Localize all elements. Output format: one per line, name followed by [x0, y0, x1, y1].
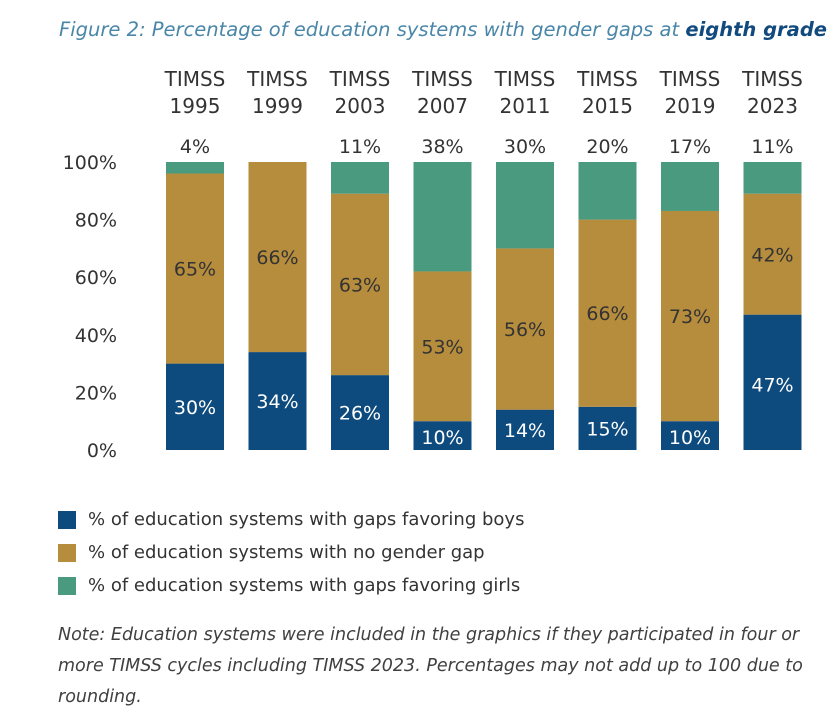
bar-segment-no-gap: [743, 193, 802, 315]
bar-segment-boys: [496, 409, 554, 450]
x-category-label-line1: TIMSS: [164, 67, 226, 91]
bar-value-label-boys: 14%: [504, 420, 546, 442]
x-category-label-line1: TIMSS: [576, 67, 638, 91]
bar-segment-girls: [661, 162, 719, 211]
bar-segment-boys: [578, 406, 637, 450]
x-category-label-line2: 2007: [417, 94, 468, 118]
bar-value-label-no-gap: 56%: [504, 319, 546, 341]
bar-segment-no-gap: [578, 219, 637, 407]
bar-top-label-girls: 11%: [751, 136, 793, 158]
bar-segment-girls: [413, 162, 472, 272]
bar-segment-boys: [661, 421, 719, 450]
x-category-label-line2: 1999: [252, 94, 303, 118]
x-category-label-line1: TIMSS: [246, 67, 308, 91]
bar-segment-boys: [166, 363, 224, 450]
legend-label-boys: % of education systems with gaps favorin…: [88, 509, 525, 530]
bar-top-label-girls: 30%: [504, 136, 546, 158]
bar-value-label-boys: 15%: [586, 418, 628, 440]
bar-value-label-boys: 30%: [174, 397, 216, 419]
bar-value-label-no-gap: 63%: [339, 274, 381, 296]
y-tick-label: 0%: [87, 440, 117, 462]
chart-note: Note: Education systems were included in…: [58, 625, 803, 707]
x-category-label-line1: TIMSS: [411, 67, 473, 91]
bar-segment-boys: [413, 421, 472, 450]
bar-top-label-girls: 38%: [421, 136, 463, 158]
bar-value-label-no-gap: 42%: [751, 245, 793, 267]
bar-value-label-no-gap: 66%: [586, 303, 628, 325]
bar-top-label-girls: 20%: [586, 136, 628, 158]
x-category-label-line2: 2019: [665, 94, 716, 118]
x-category-label-line1: TIMSS: [494, 67, 556, 91]
stacked-bar-chart: 0% 20% 40% 60% 80% 100% TIMSS 1995 30% 65% 4% TIMSS…: [63, 67, 803, 462]
bar-segment-no-gap: [166, 173, 224, 364]
y-tick-label: 80%: [75, 210, 117, 232]
bar-value-label-boys: 10%: [421, 427, 463, 449]
bar-value-label-boys: 10%: [669, 427, 711, 449]
y-tick-label: 60%: [75, 267, 117, 289]
legend-swatch-no-gap: [58, 543, 76, 562]
bar-top-label-girls: 17%: [669, 136, 711, 158]
chart-title-text: Figure 2: Percentage of education system…: [59, 18, 686, 41]
legend-item-no-gap: % of education systems with no gender ga…: [58, 536, 524, 569]
bar-segment-no-gap: [413, 271, 472, 422]
chart-legend: % of education systems with gaps favorin…: [58, 503, 524, 602]
bar-segment-boys: [248, 352, 307, 450]
chart-title-emphasis: eighth grade: [685, 18, 828, 41]
x-category-label-line2: 2015: [582, 94, 633, 118]
y-tick-label: 40%: [75, 325, 117, 347]
bar-value-label-no-gap: 65%: [174, 259, 216, 281]
x-category-label-line1: TIMSS: [659, 67, 721, 91]
legend-item-boys: % of education systems with gaps favorin…: [58, 503, 524, 536]
bar-segment-no-gap: [331, 193, 389, 376]
x-category-label-line1: TIMSS: [741, 67, 803, 91]
x-category-label-line2: 1995: [170, 94, 221, 118]
x-category-label-line1: TIMSS: [329, 67, 391, 91]
legend-item-girls: % of education systems with gaps favorin…: [58, 569, 524, 602]
chart-title: Figure 2: Percentage of education system…: [59, 18, 827, 41]
legend-swatch-boys: [58, 510, 76, 529]
bar-segment-girls: [578, 162, 637, 220]
bar-value-label-no-gap: 66%: [256, 247, 298, 269]
legend-swatch-girls: [58, 576, 76, 595]
bar-value-label-no-gap: 73%: [669, 306, 711, 328]
bar-segment-girls: [166, 162, 224, 174]
bar-segment-no-gap: [496, 248, 554, 410]
x-category-label-line2: 2023: [747, 94, 798, 118]
legend-label-girls: % of education systems with gaps favorin…: [88, 575, 521, 596]
bar-value-label-boys: 47%: [751, 375, 793, 397]
y-tick-label: 100%: [63, 152, 117, 174]
y-tick-label: 20%: [75, 382, 117, 404]
x-category-label-line2: 2011: [500, 94, 551, 118]
bar-segment-girls: [331, 162, 389, 194]
bar-segment-boys: [743, 314, 802, 450]
legend-label-no-gap: % of education systems with no gender ga…: [88, 542, 485, 563]
bar-value-label-boys: 34%: [256, 391, 298, 413]
bar-top-label-girls: 11%: [339, 136, 381, 158]
bar-value-label-no-gap: 53%: [421, 336, 463, 358]
bar-top-label-girls: 4%: [180, 136, 210, 158]
x-category-label-line2: 2003: [335, 94, 386, 118]
bar-segment-no-gap: [661, 210, 719, 422]
bar-segment-girls: [743, 162, 802, 194]
bar-segment-girls: [496, 162, 554, 249]
bar-value-label-boys: 26%: [339, 403, 381, 425]
bar-segment-boys: [331, 375, 389, 450]
bar-segment-no-gap: [248, 162, 307, 353]
